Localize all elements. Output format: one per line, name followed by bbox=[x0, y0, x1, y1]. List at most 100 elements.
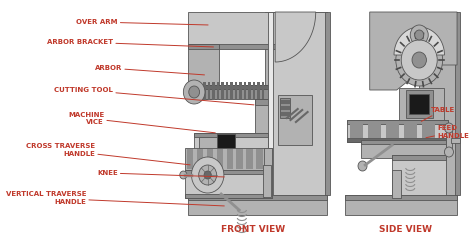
Bar bbox=[253, 82, 255, 100]
Bar bbox=[221, 82, 224, 100]
Text: ARBOR: ARBOR bbox=[95, 65, 204, 75]
Bar bbox=[256, 149, 263, 169]
Bar bbox=[255, 99, 272, 139]
Bar bbox=[345, 195, 457, 215]
Bar bbox=[230, 82, 233, 100]
Bar bbox=[235, 82, 237, 100]
Bar bbox=[188, 44, 278, 49]
Bar bbox=[406, 90, 433, 118]
Bar bbox=[419, 12, 457, 195]
Bar bbox=[281, 100, 290, 104]
Bar bbox=[386, 124, 399, 138]
Text: TABLE: TABLE bbox=[421, 107, 455, 121]
Circle shape bbox=[401, 40, 437, 80]
Bar bbox=[188, 195, 328, 215]
Bar bbox=[255, 99, 272, 105]
Bar bbox=[185, 148, 273, 170]
Circle shape bbox=[204, 171, 211, 179]
Circle shape bbox=[358, 161, 367, 171]
Bar bbox=[392, 170, 401, 198]
Text: ARBOR BRACKET: ARBOR BRACKET bbox=[47, 39, 213, 47]
Bar bbox=[199, 137, 235, 151]
Bar bbox=[226, 82, 228, 100]
Bar bbox=[404, 124, 417, 138]
Text: MACHINE
VICE: MACHINE VICE bbox=[68, 111, 215, 133]
Bar bbox=[185, 170, 273, 198]
Circle shape bbox=[199, 165, 217, 185]
Text: VERTICAL TRAVERSE
HANDLE: VERTICAL TRAVERSE HANDLE bbox=[6, 191, 224, 206]
Circle shape bbox=[180, 171, 187, 179]
Bar bbox=[361, 140, 446, 144]
Bar bbox=[188, 85, 271, 89]
Bar bbox=[246, 149, 253, 169]
Bar bbox=[281, 112, 290, 116]
Circle shape bbox=[445, 123, 454, 133]
Bar bbox=[187, 149, 193, 169]
Bar bbox=[280, 98, 291, 118]
Bar bbox=[271, 12, 327, 195]
Bar bbox=[271, 12, 327, 67]
Circle shape bbox=[410, 25, 428, 45]
Bar bbox=[188, 44, 219, 99]
Polygon shape bbox=[275, 12, 316, 62]
Bar bbox=[264, 165, 271, 197]
Bar bbox=[194, 133, 268, 151]
Bar bbox=[237, 149, 243, 169]
Bar bbox=[217, 134, 235, 151]
Polygon shape bbox=[394, 27, 445, 55]
Bar bbox=[392, 155, 446, 195]
Bar bbox=[281, 106, 290, 110]
Circle shape bbox=[189, 86, 200, 98]
Bar bbox=[203, 82, 206, 100]
Text: FRONT VIEW: FRONT VIEW bbox=[220, 225, 285, 234]
Bar bbox=[451, 138, 460, 143]
Bar bbox=[217, 82, 219, 100]
Bar bbox=[248, 82, 251, 100]
Bar bbox=[419, 12, 457, 17]
Bar bbox=[197, 149, 203, 169]
Circle shape bbox=[412, 52, 427, 68]
Bar bbox=[188, 195, 328, 200]
Bar bbox=[188, 44, 219, 49]
Bar bbox=[325, 12, 330, 195]
Bar bbox=[422, 124, 435, 138]
Text: SIDE VIEW: SIDE VIEW bbox=[379, 225, 432, 234]
Bar bbox=[361, 140, 446, 158]
Bar bbox=[188, 12, 278, 47]
Bar bbox=[217, 149, 223, 169]
Bar bbox=[345, 195, 457, 200]
Bar bbox=[278, 95, 312, 145]
Bar bbox=[208, 82, 210, 100]
Bar bbox=[410, 94, 429, 114]
Bar bbox=[347, 138, 448, 142]
Polygon shape bbox=[370, 12, 457, 90]
Bar bbox=[207, 149, 213, 169]
Bar bbox=[227, 149, 233, 169]
Bar bbox=[368, 124, 381, 138]
Bar bbox=[446, 128, 452, 152]
Text: FEED
HANDLE: FEED HANDLE bbox=[426, 126, 469, 138]
Bar bbox=[455, 12, 460, 195]
Bar bbox=[262, 82, 264, 100]
Bar bbox=[347, 120, 448, 124]
Bar bbox=[194, 133, 268, 137]
Circle shape bbox=[415, 30, 424, 40]
Bar bbox=[265, 12, 273, 195]
Bar bbox=[244, 82, 246, 100]
Bar bbox=[185, 170, 273, 174]
Bar bbox=[257, 82, 260, 100]
Text: KNEE: KNEE bbox=[97, 170, 224, 177]
Circle shape bbox=[445, 147, 454, 157]
Bar bbox=[212, 82, 215, 100]
Text: CUTTING TOOL: CUTTING TOOL bbox=[54, 87, 254, 105]
Circle shape bbox=[396, 34, 443, 86]
Bar bbox=[188, 85, 271, 99]
Bar bbox=[392, 155, 446, 160]
Bar bbox=[399, 88, 444, 123]
Text: OVER ARM: OVER ARM bbox=[76, 19, 208, 25]
Bar bbox=[268, 12, 273, 195]
Bar bbox=[347, 120, 448, 142]
Circle shape bbox=[191, 157, 224, 193]
Bar bbox=[185, 194, 273, 198]
Circle shape bbox=[183, 80, 205, 104]
